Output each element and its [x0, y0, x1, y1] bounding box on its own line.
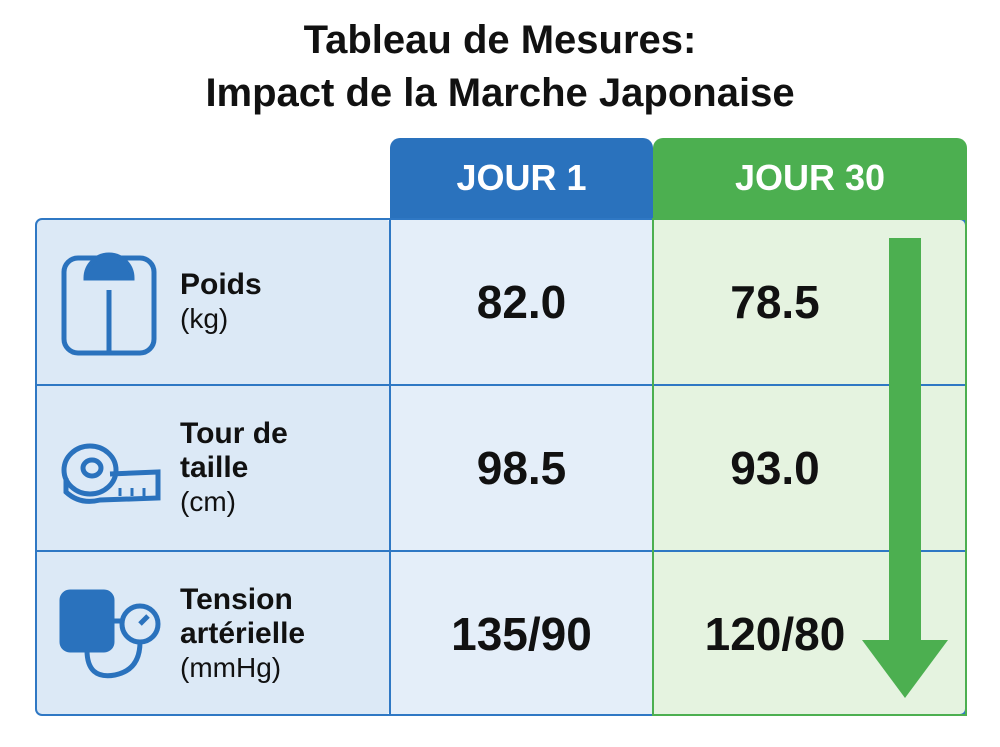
cell-value: 120/80: [704, 608, 846, 660]
cell-value: 82.0: [476, 276, 567, 328]
title-line: Tableau de Mesures:: [303, 18, 697, 62]
row-name: Tour de taille: [180, 417, 288, 484]
column-header: JOUR 30: [653, 138, 967, 218]
row-label: Tension artérielle (mmHg): [180, 551, 330, 717]
row-unit: (mmHg): [180, 652, 282, 683]
cell-value: 98.5: [476, 442, 567, 494]
cell-value: 78.5: [730, 276, 820, 328]
cell-value: 93.0: [730, 442, 820, 494]
column-header: JOUR 1: [390, 138, 653, 218]
title-line: Impact de la Marche Japonaise: [205, 71, 795, 115]
row-name: Poids: [180, 268, 262, 301]
row-name: Tension artérielle: [180, 583, 306, 650]
row-unit: (cm): [180, 486, 236, 517]
row-unit: (kg): [180, 303, 229, 334]
row-label: Poids (kg): [180, 219, 330, 385]
cell-value: 135/90: [451, 608, 592, 660]
row-label: Tour de taille (cm): [180, 385, 330, 551]
